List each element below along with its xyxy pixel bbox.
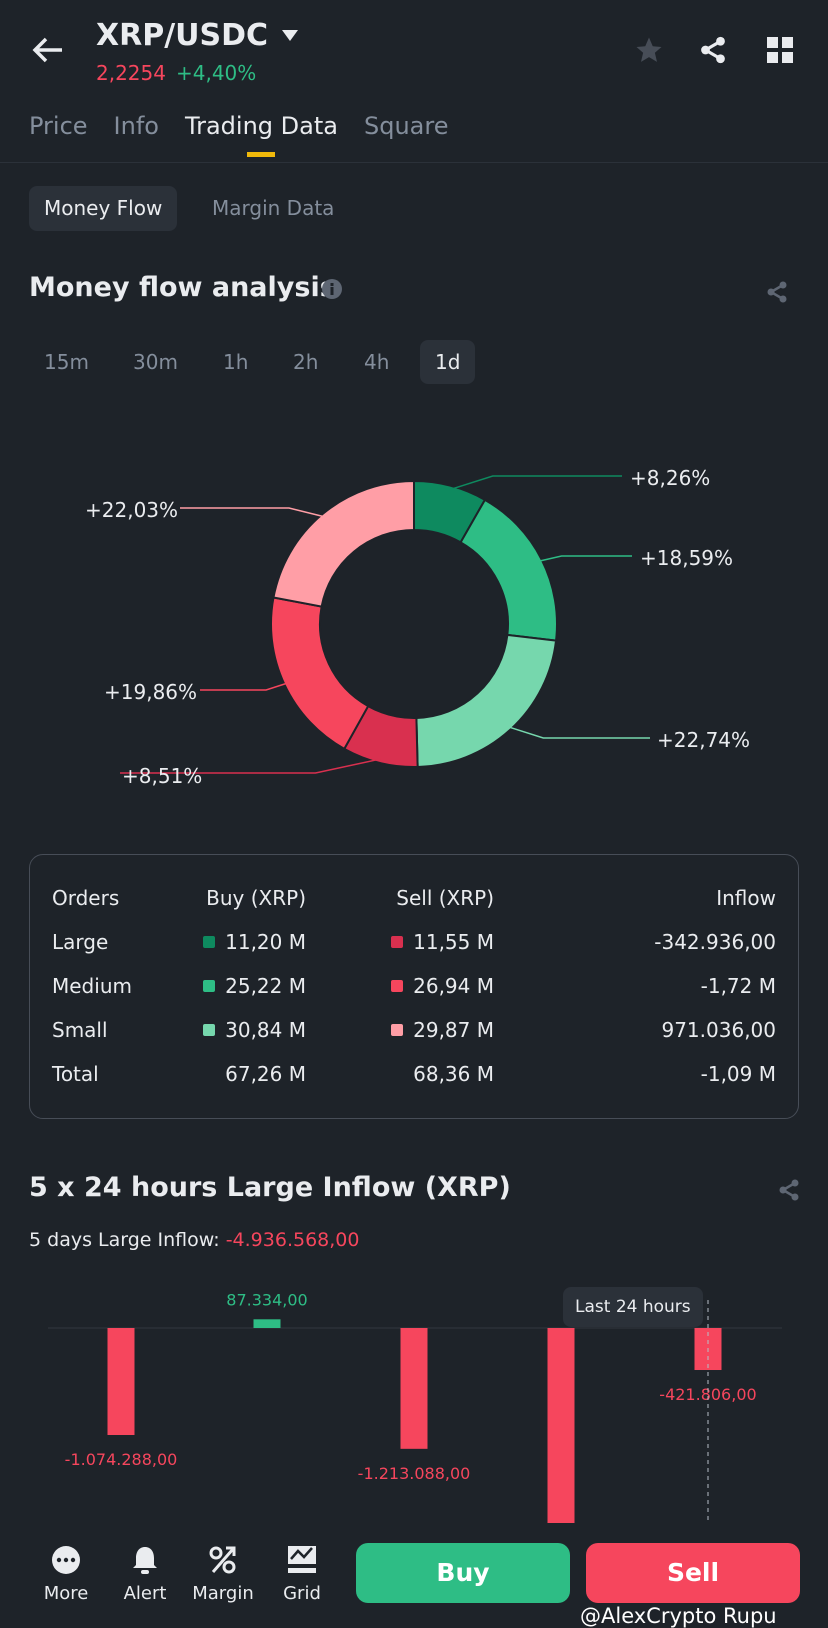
tooltip-last-24-hours: Last 24 hours (563, 1287, 703, 1327)
more-icon (52, 1546, 80, 1574)
bar-value-label: -1.213.088,00 (358, 1464, 471, 1483)
table-row: Large 11,20 M 11,55 M -342.936,00 (52, 930, 776, 954)
orders-table: Orders Buy (XRP) Sell (XRP) Inflow Large… (29, 854, 799, 1119)
timeframe-4h[interactable]: 4h (364, 350, 390, 374)
back-arrow-icon[interactable] (32, 36, 64, 64)
share-icon[interactable] (765, 280, 789, 304)
price-change: +4,40% (175, 61, 257, 85)
pair-selector[interactable]: XRP/USDC (96, 18, 299, 53)
percent-icon (209, 1546, 236, 1574)
table-row: Medium 25,22 M 26,94 M -1,72 M (52, 974, 776, 998)
share-icon[interactable] (777, 1178, 801, 1202)
alert-button[interactable]: Alert (110, 1545, 180, 1604)
donut-leader-line (537, 555, 632, 563)
table-header: Orders Buy (XRP) Sell (XRP) Inflow (52, 886, 776, 910)
timeframe-1d[interactable]: 1d (420, 340, 476, 384)
bar-value-label: -421.806,00 (659, 1385, 756, 1404)
tab-info[interactable]: Info (113, 112, 159, 140)
donut-segment (415, 633, 558, 768)
color-swatch (203, 936, 216, 948)
last-price: 2,2254 (96, 61, 166, 85)
price-row: 2,2254 +4,40% (96, 61, 256, 85)
color-swatch (203, 980, 216, 992)
watermark: @AlexCrypto Rupu (580, 1604, 777, 1628)
tab-square[interactable]: Square (363, 112, 449, 140)
more-button[interactable]: More (31, 1545, 101, 1604)
subtab-money-flow[interactable]: Money Flow (29, 186, 178, 231)
timeframe-2h[interactable]: 2h (293, 350, 319, 374)
table-row: Small 30,84 M 29,87 M 971.036,00 (52, 1018, 776, 1042)
share-icon[interactable] (698, 34, 728, 66)
inflow-bar[interactable] (400, 1328, 428, 1449)
donut-leader-line (120, 758, 381, 774)
donut-segment (459, 498, 558, 642)
donut-segment (272, 479, 415, 608)
color-swatch (391, 1024, 404, 1036)
table-row: Total 67,26 M 68,36 M -1,09 M (52, 1062, 776, 1086)
donut-label: +8,51% (122, 764, 203, 788)
grid-trading-button[interactable]: Grid (267, 1545, 337, 1604)
bell-icon (133, 1547, 157, 1574)
money-flow-title: Money flow analysis (29, 272, 336, 303)
five-day-inflow-summary: 5 days Large Inflow: -4.936.568,00 (29, 1229, 360, 1251)
timeframe-1h[interactable]: 1h (223, 350, 249, 374)
inflow-bar[interactable] (547, 1328, 575, 1523)
tab-price[interactable]: Price (29, 112, 88, 140)
divider (0, 162, 828, 163)
color-swatch (391, 936, 404, 948)
bar-value-label: 87.334,00 (226, 1290, 307, 1309)
large-inflow-title: 5 x 24 hours Large Inflow (XRP) (29, 1172, 511, 1203)
caret-down-icon[interactable] (282, 29, 299, 42)
sell-button[interactable]: Sell (586, 1543, 800, 1603)
color-swatch (203, 1024, 216, 1036)
donut-leader-line (200, 682, 289, 691)
donut-label: +22,03% (85, 498, 179, 522)
star-icon[interactable] (634, 35, 664, 65)
donut-label: +18,59% (640, 546, 734, 570)
timeframe-30m[interactable]: 30m (133, 350, 178, 374)
timeframe-15m[interactable]: 15m (44, 350, 89, 374)
donut-leader-line (507, 725, 650, 739)
donut-leader-line (449, 475, 622, 491)
donut-label: +22,74% (657, 728, 751, 752)
tab-trading-data[interactable]: Trading Data (184, 112, 338, 157)
donut-segment (270, 596, 370, 751)
five-day-inflow-value: -4.936.568,00 (225, 1229, 360, 1251)
bar-value-label: -1.074.288,00 (65, 1450, 178, 1469)
inflow-bar[interactable] (253, 1319, 281, 1328)
donut-label: +19,86% (104, 680, 198, 704)
color-swatch (391, 980, 404, 992)
pair-title[interactable]: XRP/USDC (96, 18, 269, 53)
margin-button[interactable]: Margin (188, 1545, 258, 1604)
money-flow-donut-chart (120, 475, 650, 774)
inflow-bar[interactable] (107, 1328, 135, 1435)
grid-trading-icon (288, 1546, 316, 1573)
donut-leader-line (180, 507, 326, 518)
donut-label: +8,26% (630, 466, 711, 490)
subtab-margin-data[interactable]: Margin Data (212, 196, 335, 220)
buy-button[interactable]: Buy (356, 1543, 570, 1603)
info-icon[interactable] (321, 278, 343, 300)
grid-icon[interactable] (767, 37, 794, 64)
main-tabs: Price Info Trading Data Square (29, 112, 449, 157)
large-inflow-bar-chart[interactable]: -1.074.288,00 87.334,00 -1.213.088,00 -421.… (0, 1280, 828, 1523)
